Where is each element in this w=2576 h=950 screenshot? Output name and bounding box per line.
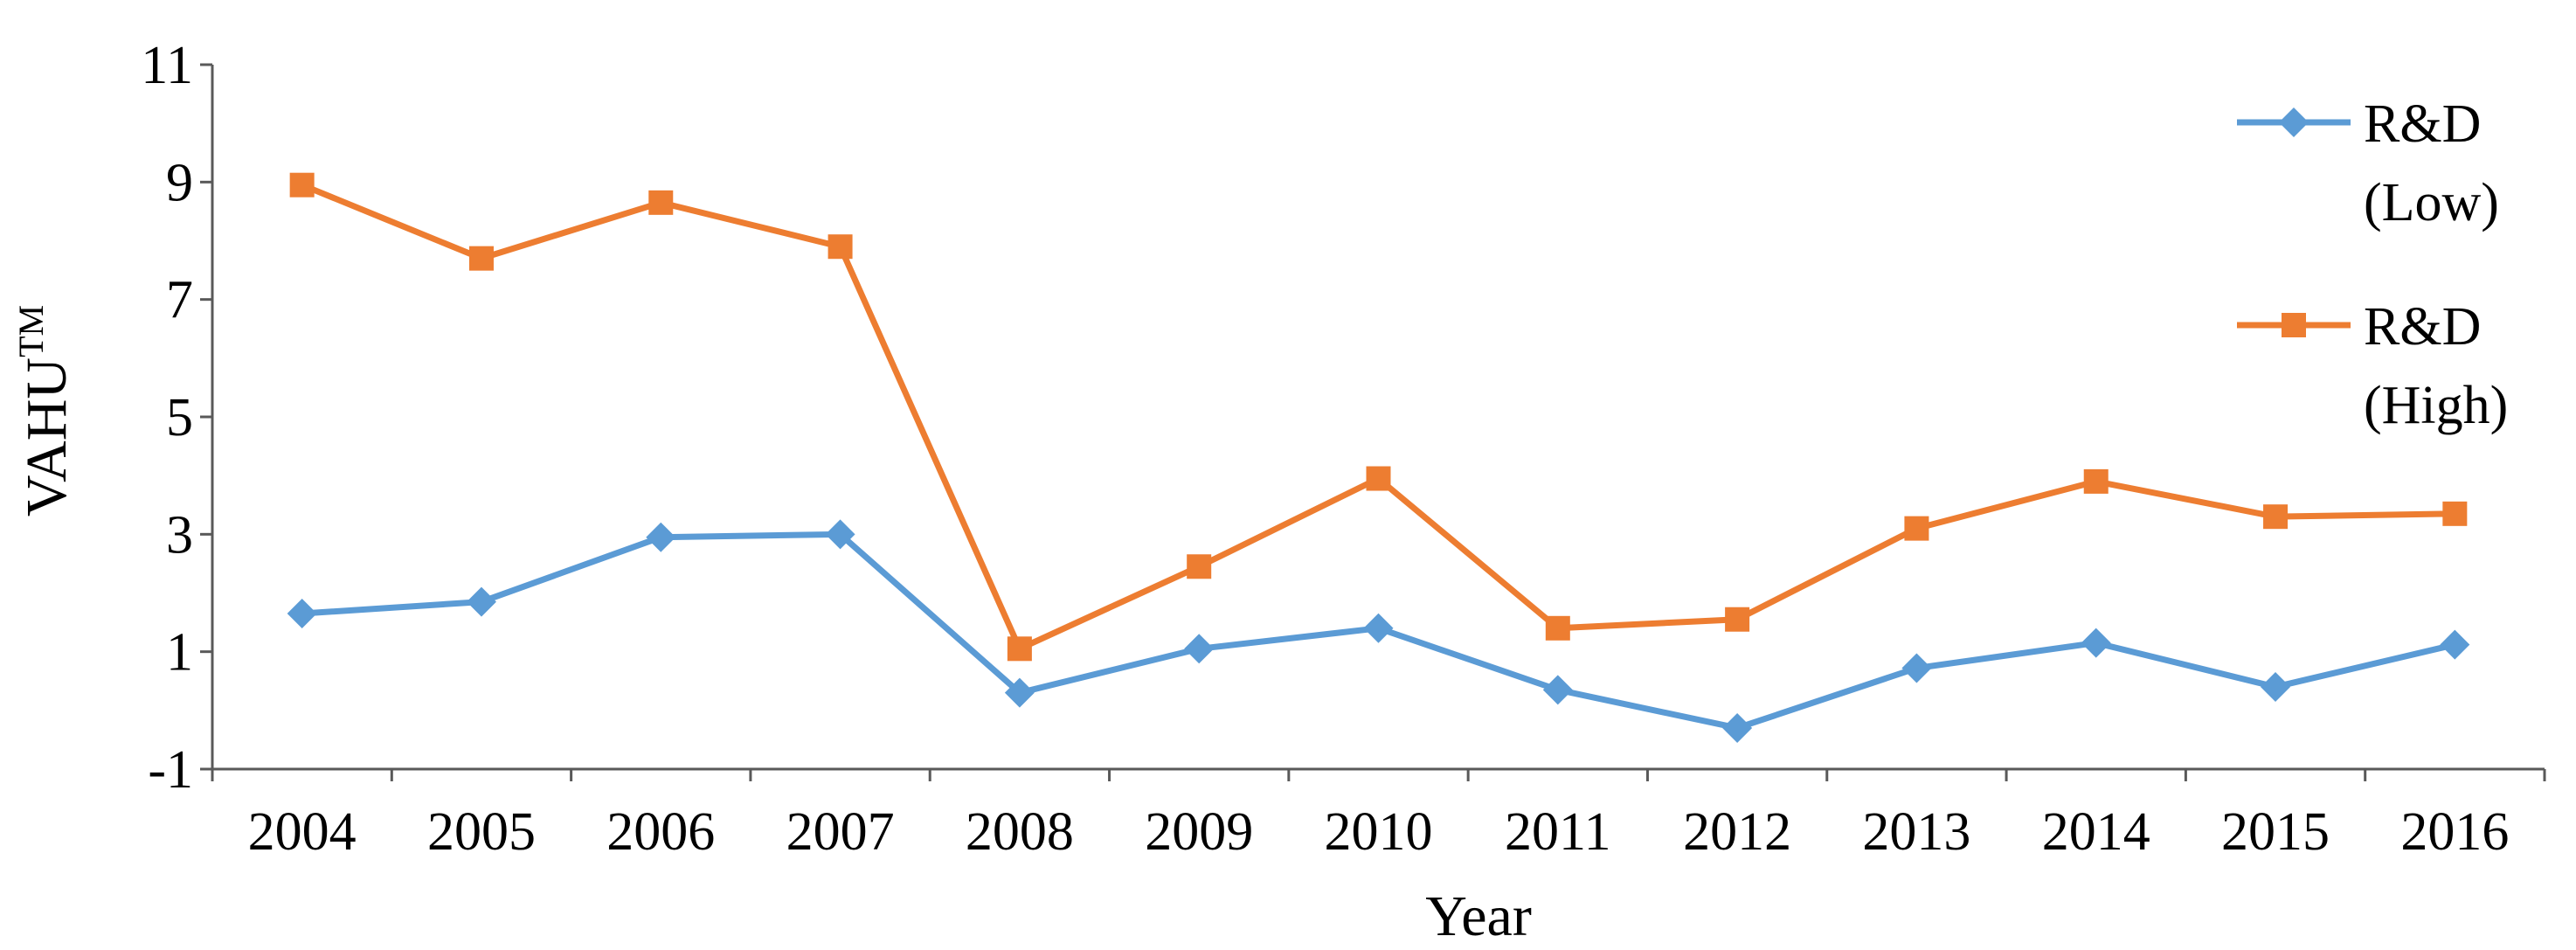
data-point — [1904, 516, 1929, 541]
data-point — [2081, 628, 2111, 658]
data-point — [1184, 634, 1215, 664]
x-tick-label: 2008 — [966, 802, 1074, 862]
x-axis-title: Year — [1425, 884, 1532, 948]
legend-label: (High) — [2364, 376, 2508, 435]
data-point — [1725, 607, 1750, 632]
data-point — [1007, 636, 1032, 662]
data-point — [1366, 466, 1391, 491]
x-tick-label: 2005 — [427, 802, 536, 862]
legend-item-1: R&D (High) — [2237, 297, 2508, 435]
x-tick-label: 2010 — [1325, 802, 1433, 862]
x-tick-label: 2011 — [1505, 802, 1611, 862]
data-point — [2083, 468, 2109, 494]
y-axis-title-superscript: TM — [11, 305, 51, 357]
y-tick-label: 3 — [166, 505, 193, 565]
x-tick-label: 2004 — [248, 802, 357, 862]
series-1 — [289, 172, 2468, 662]
data-point — [2440, 629, 2470, 660]
legend: R&D (Low) R&D (High) — [2237, 94, 2508, 435]
data-point — [2261, 671, 2291, 702]
y-tick-label: 7 — [166, 271, 193, 330]
legend-swatch-marker — [2279, 107, 2309, 137]
data-point — [468, 246, 494, 271]
y-tick-label: 11 — [141, 36, 193, 95]
y-tick-label: -1 — [148, 740, 193, 800]
y-axis-title: VAHUTM — [11, 305, 79, 517]
data-point — [1722, 712, 1753, 743]
data-point — [1542, 675, 1573, 705]
y-tick-label: 9 — [166, 153, 193, 212]
axes: -1 1 3 5 7 9 11 2004 2005 2006 2007 2008 2009 2010 201… — [141, 36, 2546, 862]
legend-swatch-marker — [2282, 313, 2306, 337]
data-point — [648, 190, 674, 215]
data-point — [466, 586, 496, 617]
data-point — [1004, 677, 1035, 708]
legend-label: (Low) — [2364, 173, 2499, 232]
x-tick-label: 2016 — [2400, 802, 2509, 862]
svg-text:VAHUTM: VAHUTM — [11, 305, 79, 517]
data-point — [289, 172, 315, 198]
y-tick-label: 1 — [166, 623, 193, 683]
legend-label: R&D — [2364, 297, 2481, 357]
legend-item-0: R&D (Low) — [2237, 94, 2499, 232]
x-tick-label: 2009 — [1145, 802, 1253, 862]
data-point — [2442, 501, 2468, 526]
y-tick-label: 5 — [166, 388, 193, 447]
series-0 — [287, 519, 2470, 743]
data-point — [1545, 615, 1570, 641]
x-tick-label: 2012 — [1683, 802, 1791, 862]
data-point — [287, 599, 317, 629]
x-tick-label: 2007 — [786, 802, 895, 862]
data-point — [2263, 504, 2289, 530]
legend-label: R&D — [2364, 94, 2481, 154]
x-tick-label: 2013 — [1862, 802, 1970, 862]
series-layer — [287, 172, 2470, 743]
x-tick-label: 2006 — [606, 802, 715, 862]
data-point — [646, 522, 676, 552]
x-tick-label: 2015 — [2221, 802, 2330, 862]
data-point — [1363, 613, 1394, 643]
data-point — [828, 234, 853, 260]
data-point — [1187, 554, 1212, 579]
series-line — [301, 182, 2455, 652]
data-point — [825, 519, 855, 550]
x-tick-label: 2014 — [2042, 802, 2150, 862]
data-point — [1901, 653, 1932, 683]
y-axis-title-text: VAHU — [15, 357, 79, 517]
